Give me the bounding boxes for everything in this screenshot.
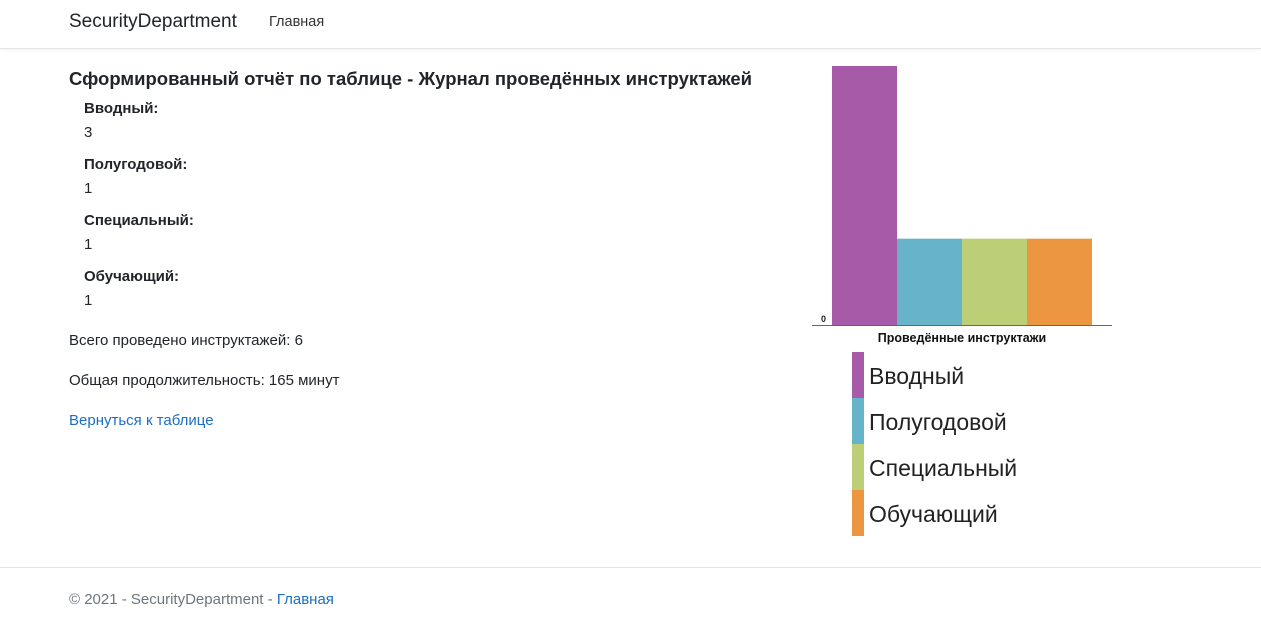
bar-1 xyxy=(832,66,897,325)
total-count: Всего проведено инструктажей: 6 xyxy=(69,332,303,349)
top-navbar: SecurityDepartment Главная xyxy=(0,0,1261,49)
briefings-bar-chart: 0 Проведённые инструктажи xyxy=(812,60,1122,550)
legend-label: Обучающий xyxy=(869,501,998,527)
legend-item: Полугодовой xyxy=(852,398,1092,444)
legend-swatch xyxy=(852,490,864,536)
footer-text: © 2021 - SecurityDepartment - Главная xyxy=(69,590,334,610)
legend-item: Обучающий xyxy=(852,490,1092,536)
legend-label: Специальный xyxy=(869,455,1018,481)
footer-copyright: © 2021 - SecurityDepartment - xyxy=(69,591,277,608)
stat-label-obuchayushchiy: Обучающий: xyxy=(84,268,180,285)
stat-value-vvodny: 3 xyxy=(84,124,93,141)
chart-legend: Вводный Полугодовой Специальный Обучающий xyxy=(852,352,1092,536)
report-stats: Вводный: 3 Полугодовой: 1 Специальный: 1… xyxy=(84,99,799,323)
nav-home-link[interactable]: Главная xyxy=(269,14,325,30)
legend-swatch xyxy=(852,398,864,444)
legend-item: Специальный xyxy=(852,444,1092,490)
legend-item: Вводный xyxy=(852,352,1092,398)
total-duration: Общая продолжительность: 165 минут xyxy=(69,372,340,389)
legend-label: Вводный xyxy=(869,363,965,389)
bar-2 xyxy=(897,238,962,325)
stat-value-polugodovoy: 1 xyxy=(84,180,93,197)
stat-value-spetsialny: 1 xyxy=(84,236,93,253)
legend-swatch xyxy=(852,352,864,398)
brand-link[interactable]: SecurityDepartment xyxy=(69,11,237,32)
x-axis-label: Проведённые инструктажи xyxy=(878,331,1046,345)
back-to-table-link[interactable]: Вернуться к таблице xyxy=(69,412,214,429)
page-footer: © 2021 - SecurityDepartment - Главная xyxy=(0,567,1261,621)
bar-4 xyxy=(1027,238,1092,325)
chart-canvas: 0 Проведённые инструктажи xyxy=(812,66,1112,345)
stat-label-vvodny: Вводный: xyxy=(84,100,159,117)
legend-label: Полугодовой xyxy=(869,409,1007,435)
bar-3 xyxy=(962,238,1027,325)
stat-label-polugodovoy: Полугодовой: xyxy=(84,156,188,173)
footer-home-link[interactable]: Главная xyxy=(276,591,334,608)
report-content: Сформированный отчёт по таблице - Журнал… xyxy=(69,66,799,431)
y-tick-label: 0 xyxy=(821,314,826,324)
legend-swatch xyxy=(852,444,864,490)
stat-value-obuchayushchiy: 1 xyxy=(84,292,93,309)
stat-label-spetsialny: Специальный: xyxy=(84,212,194,229)
page-title: Сформированный отчёт по таблице - Журнал… xyxy=(69,68,753,89)
